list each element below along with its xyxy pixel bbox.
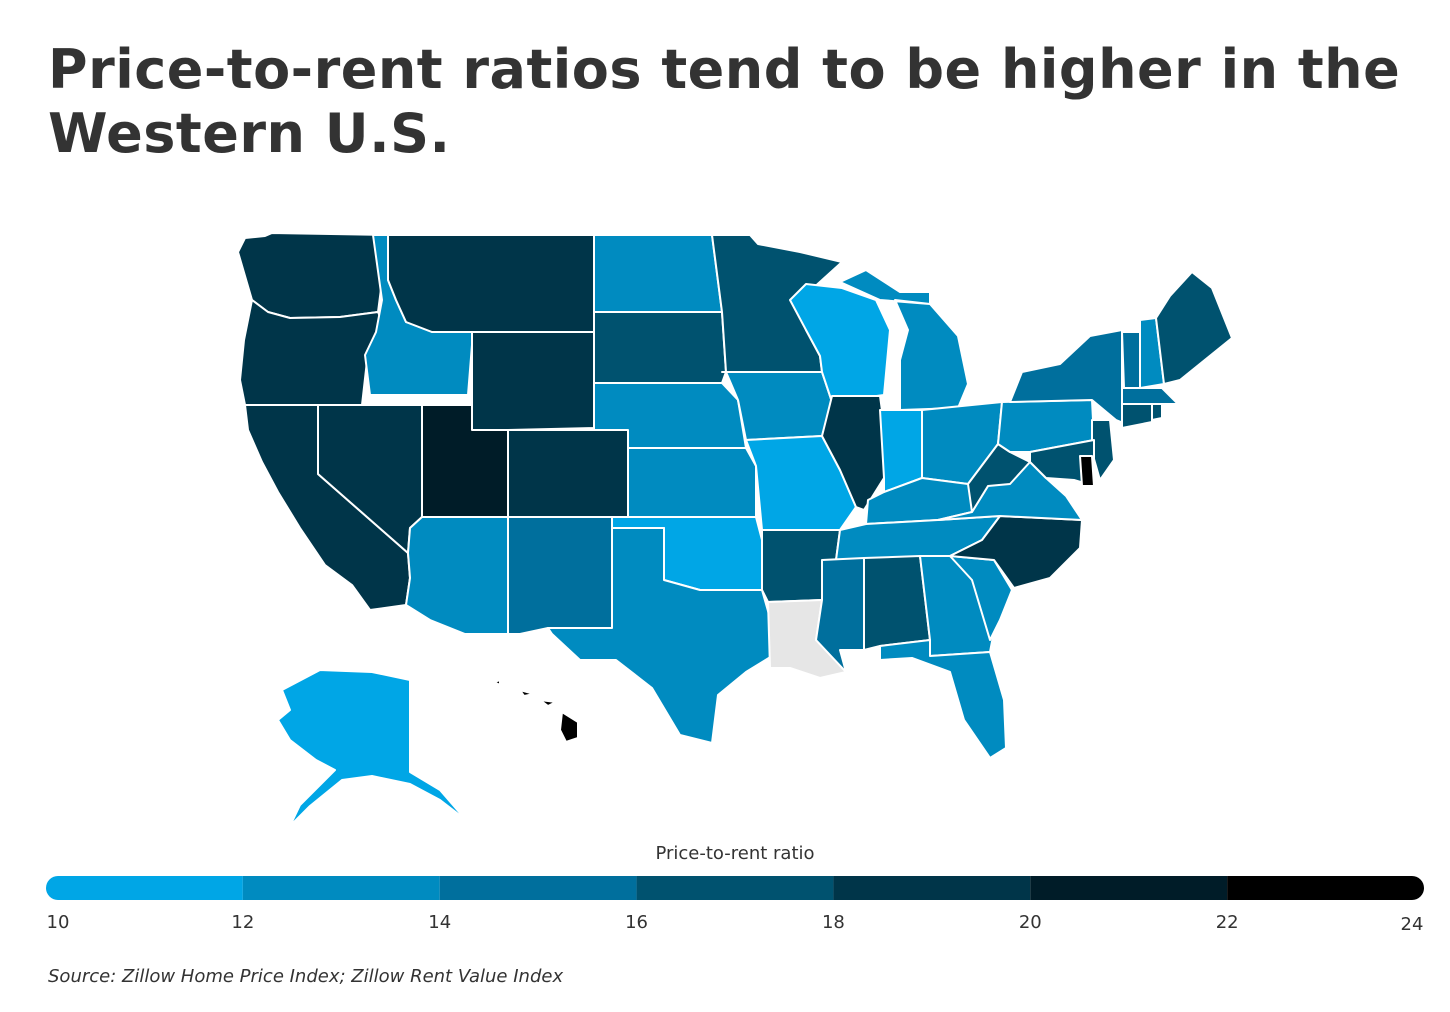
legend-tick: 16 bbox=[625, 912, 649, 933]
state-al bbox=[863, 555, 931, 651]
chart-title: Price-to-rent ratios tend to be higher i… bbox=[48, 38, 1401, 165]
legend-tick: 12 bbox=[231, 912, 255, 933]
state-ct bbox=[1121, 403, 1153, 429]
legend-bin-22-24 bbox=[1227, 876, 1424, 900]
legend-color-scale bbox=[46, 876, 1424, 900]
state-ny bbox=[1009, 329, 1137, 429]
legend-bin-20-22 bbox=[1030, 876, 1228, 900]
legend-bin-10-12 bbox=[46, 876, 243, 900]
legend-bin-16-18 bbox=[636, 876, 834, 900]
legend-title: Price-to-rent ratio bbox=[655, 843, 815, 864]
state-ri bbox=[1151, 403, 1163, 421]
state-co bbox=[507, 429, 629, 518]
state-de bbox=[1079, 455, 1095, 487]
state-mt bbox=[387, 234, 595, 333]
legend-tick: 18 bbox=[821, 912, 845, 933]
legend-bin-14-16 bbox=[439, 876, 637, 900]
state-fl bbox=[879, 639, 1007, 759]
source-note: Source: Zillow Home Price Index; Zillow … bbox=[48, 966, 564, 987]
legend-tick: 10 bbox=[46, 912, 70, 933]
state-ak bbox=[277, 669, 467, 827]
state-wi bbox=[789, 283, 891, 403]
state-nj bbox=[1091, 419, 1115, 481]
legend-tick: 20 bbox=[1018, 912, 1042, 933]
legend-tick: 22 bbox=[1215, 912, 1239, 933]
state-md bbox=[1029, 439, 1095, 487]
state-wy bbox=[471, 331, 595, 431]
state-nm bbox=[507, 516, 613, 635]
legend-tick: 24 bbox=[1400, 914, 1424, 935]
legend-bin-18-20 bbox=[833, 876, 1031, 900]
legend-tick: 14 bbox=[428, 912, 452, 933]
state-hi bbox=[493, 679, 579, 743]
state-ks bbox=[627, 447, 757, 518]
state-vt bbox=[1121, 331, 1141, 389]
legend-bin-12-14 bbox=[242, 876, 440, 900]
state-tx bbox=[547, 527, 773, 744]
state-az bbox=[405, 516, 509, 635]
state-nc bbox=[949, 515, 1083, 589]
state-sd bbox=[593, 311, 727, 384]
state-nd bbox=[593, 234, 723, 313]
state-me bbox=[1155, 271, 1233, 385]
state-ma bbox=[1121, 387, 1179, 405]
